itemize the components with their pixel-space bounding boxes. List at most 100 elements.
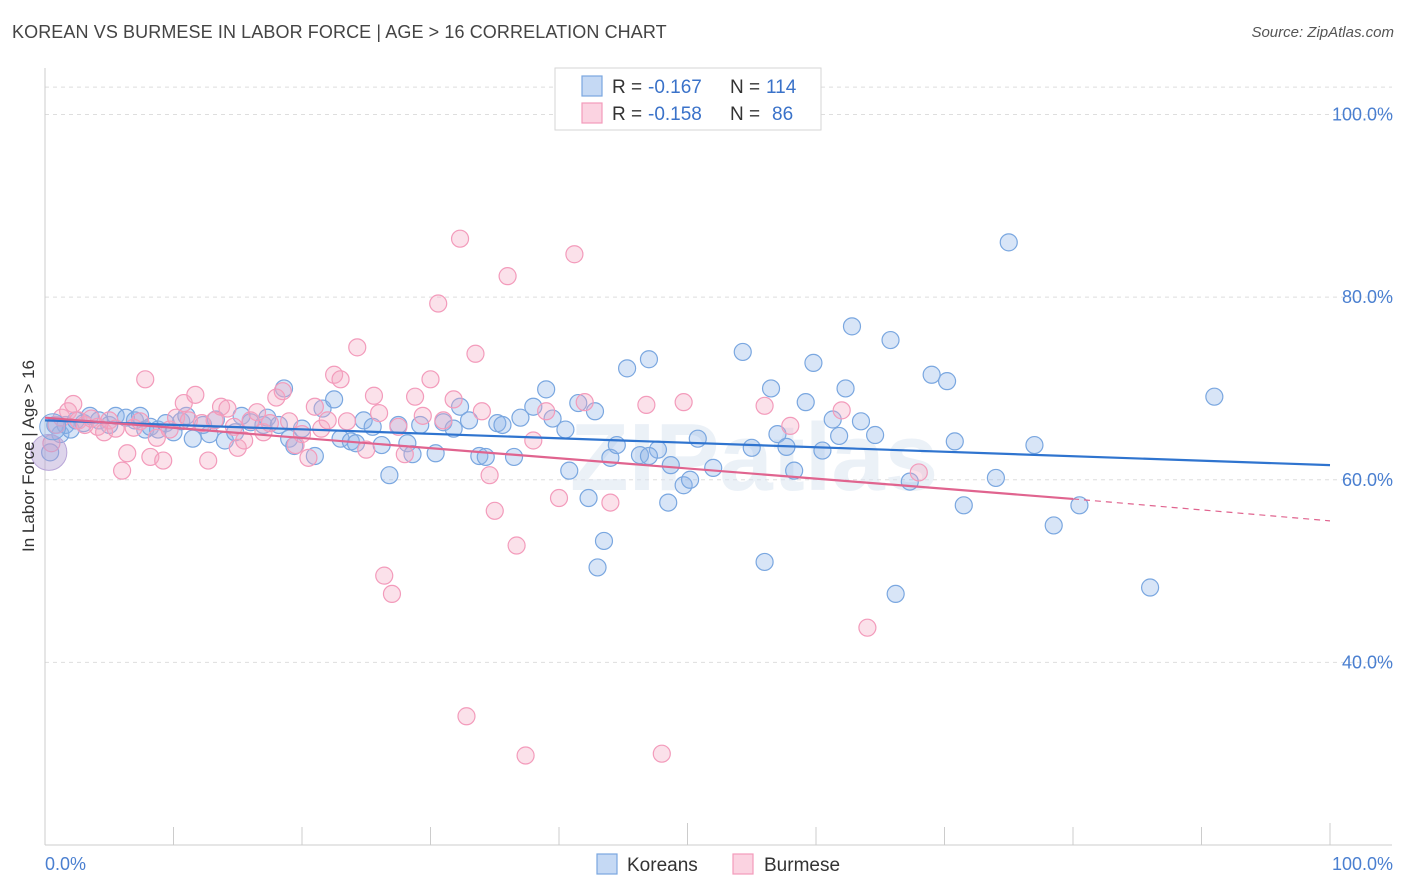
burmese-point: [832, 401, 851, 420]
korean-point: [305, 446, 324, 466]
burmese-point: [507, 536, 526, 555]
burmese-point: [781, 416, 800, 435]
correlation-legend: R = -0.167 N = 114 R = -0.158 N = 86: [554, 67, 822, 131]
burmese-point: [389, 417, 408, 436]
tick-labels: 40.0% 60.0% 80.0% 100.0% 0.0% 100.0%: [45, 105, 1393, 874]
korean-point: [594, 531, 614, 551]
korean-point: [579, 488, 598, 508]
korean-point: [813, 441, 832, 460]
burmese-point: [130, 412, 150, 431]
source-label: Source: ZipAtlas.com: [1251, 24, 1394, 41]
legend-swatch-koreans: [596, 853, 618, 875]
korean-point: [30, 433, 68, 471]
burmese-point: [450, 229, 470, 248]
burmese-point: [357, 440, 376, 459]
burmese-point: [421, 370, 440, 389]
burmese-point: [305, 397, 324, 416]
legend-swatch-burmese: [581, 102, 603, 124]
burmese-point: [235, 431, 254, 450]
burmese-point: [186, 385, 205, 404]
legend-series-koreans: Koreans: [627, 855, 698, 876]
korean-point: [556, 420, 575, 439]
y-axis-label: In Labor Force | Age > 16: [19, 360, 38, 552]
legend-swatch-burmese: [732, 853, 754, 875]
data-points: [30, 229, 1224, 765]
korean-point: [1205, 387, 1224, 406]
legend-n-label: N =: [730, 104, 760, 125]
burmese-point: [405, 387, 425, 406]
burmese-point: [575, 393, 594, 412]
burmese-point: [199, 451, 218, 470]
burmese-point: [136, 370, 155, 389]
korean-trend-line: [44, 419, 1331, 467]
korean-point: [380, 466, 399, 485]
chart-title: KOREAN VS BURMESE IN LABOR FORCE | AGE >…: [12, 22, 667, 42]
korean-point: [659, 493, 678, 512]
korean-point: [459, 411, 479, 430]
legend-swatch-koreans: [581, 75, 603, 97]
burmese-point: [549, 488, 569, 508]
korean-point: [804, 353, 823, 372]
korean-point: [830, 426, 849, 446]
korean-point: [639, 446, 659, 466]
legend-n-label: N =: [730, 77, 760, 98]
korean-point: [785, 461, 804, 480]
burmese-point: [211, 397, 231, 416]
axes: [44, 68, 1392, 846]
legend-r-label: R =: [612, 77, 642, 98]
legend-series-burmese: Burmese: [764, 855, 840, 876]
burmese-point: [280, 412, 299, 431]
korean-point: [842, 317, 862, 336]
burmese-point: [457, 707, 476, 726]
burmese-point: [118, 444, 137, 463]
burmese-point: [154, 451, 173, 470]
burmese-point: [112, 461, 132, 480]
korean-point: [661, 456, 680, 475]
korean-point: [986, 468, 1006, 488]
burmese-point: [95, 423, 114, 442]
y-tick-label: 80.0%: [1342, 287, 1393, 307]
burmese-point: [755, 396, 774, 415]
burmese-point: [337, 412, 357, 431]
korean-point: [450, 397, 470, 416]
korean-point: [866, 425, 885, 445]
korean-point: [733, 342, 752, 362]
x-tick-label: 0.0%: [45, 854, 86, 874]
korean-point: [954, 496, 973, 515]
burmese-trend-line: [44, 416, 1074, 501]
burmese-point: [652, 744, 671, 763]
korean-point: [755, 552, 774, 572]
burmese-point: [364, 386, 384, 405]
legend-r-value: -0.167: [648, 77, 702, 98]
burmese-point: [318, 411, 337, 430]
burmese-point: [537, 402, 556, 421]
korean-point: [325, 390, 344, 409]
korean-point: [768, 425, 787, 444]
burmese-point: [858, 618, 877, 637]
korean-point: [761, 379, 781, 398]
burmese-point: [147, 428, 166, 447]
burmese-point: [434, 411, 453, 430]
burmese-point: [370, 404, 389, 423]
korean-point: [688, 429, 707, 448]
korean-point: [836, 379, 855, 398]
burmese-point: [395, 445, 414, 464]
burmese-point: [273, 382, 292, 401]
korean-point: [504, 447, 524, 467]
korean-point: [543, 409, 562, 428]
korean-point: [1025, 435, 1044, 455]
korean-point: [560, 461, 579, 480]
burmese-point: [247, 403, 267, 422]
korean-point: [639, 350, 659, 369]
korean-point: [537, 380, 556, 399]
korean-point: [618, 359, 637, 378]
korean-point: [569, 393, 588, 413]
burmese-point: [637, 395, 656, 414]
korean-point: [999, 233, 1018, 252]
korean-point: [41, 443, 60, 462]
korean-point: [680, 470, 700, 489]
korean-point: [881, 330, 900, 350]
legend-r-label: R =: [612, 104, 642, 125]
burmese-point: [348, 338, 367, 357]
